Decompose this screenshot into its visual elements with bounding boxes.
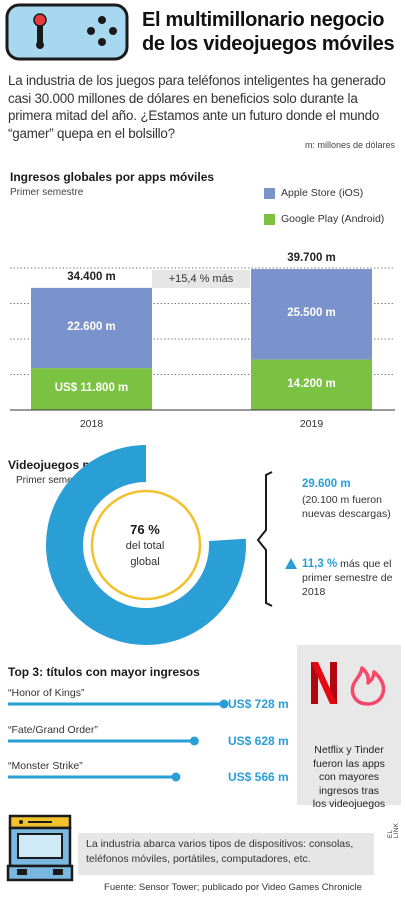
donut-slice-mobile-games (45, 445, 247, 645)
bar-total-label-2019: 39.700 m (287, 252, 336, 265)
top3-name-1: “Fate/Grand Order” (8, 724, 98, 736)
mobile-games-subtitle: Primer semestre, 2019 (16, 475, 118, 486)
top3-value-0: US$ 728 m (228, 697, 289, 711)
apps-note-line-2: fueron las apps (313, 757, 385, 770)
stat-revenue-note-1: (20.100 m fueron (302, 494, 382, 506)
apps-note-line-5: los videojuegos (312, 798, 386, 810)
legend-swatch-android (264, 214, 275, 225)
intro-text: La industria de los juegos para teléfono… (8, 73, 386, 141)
stat-growth-value: 11,3 % (302, 558, 338, 570)
revenue-bars (10, 269, 395, 411)
bar-android-2018 (31, 368, 152, 410)
stat-growth-text-3: 2018 (302, 586, 326, 598)
donut-text-line-1: del total (125, 540, 165, 552)
bar-android-label-2018: US$ 11.800 m (54, 382, 129, 395)
stat-revenue-note-2: nuevas descargas) (302, 508, 391, 520)
stats-bracket (256, 471, 273, 607)
bar-android-2019 (251, 359, 372, 410)
devices-note-box (78, 833, 374, 875)
legend-swatch-ios (264, 188, 275, 199)
bar-total-label-2018: 34.400 m (67, 270, 116, 283)
top3-value-2: US$ 566 m (228, 770, 289, 784)
unit-note: m: millones de dólares (304, 140, 395, 150)
top3-title: Top 3: títulos con mayor ingresos (8, 665, 200, 679)
tinder-flame-icon (350, 666, 386, 706)
legend-label-ios: Apple Store (iOS) (281, 187, 364, 199)
gamepad-icon (5, 3, 129, 61)
top3-name-2: “Monster Strike” (8, 760, 83, 772)
credit-logo: EL LINK (388, 822, 400, 838)
stat-growth-text-1: más que el (340, 558, 392, 570)
arcade-machine-icon (6, 814, 74, 882)
netflix-logo (311, 662, 337, 704)
apps-sidebox-text: Netflix y Tinder fueron las apps con may… (300, 744, 398, 812)
source-note: Fuente: Sensor Tower; publicado por Vide… (104, 882, 362, 893)
top3-name-0: “Honor of Kings” (8, 687, 85, 699)
revenue-chart-subtitle: Primer semestre (10, 187, 84, 198)
apps-note-line-4: ingresos tras (318, 784, 380, 797)
bar-ios-2019 (251, 269, 372, 360)
stat-growth-text-2: primer semestre de (302, 572, 393, 584)
bar-ios-label-2019: 25.500 m (287, 307, 336, 320)
bar-ios-2018 (31, 287, 152, 369)
bar-year-label-2018: 2018 (79, 418, 104, 430)
devices-note-text: La industria abarca varios tipos de disp… (86, 838, 354, 865)
page-title: El multimillonario negocio de los videoj… (142, 9, 395, 55)
donut-inner-ring (90, 489, 202, 601)
stat-revenue-value: 29.600 m (302, 478, 351, 490)
donut-text-line-2: global (130, 556, 160, 568)
bar-year-label-2019: 2019 (299, 418, 324, 430)
top3-dot-1 (189, 736, 199, 746)
up-triangle-icon (285, 558, 297, 569)
apps-note-line-1: Netflix y Tinder (314, 744, 384, 756)
apps-note-line-3: con mayores (318, 771, 380, 783)
top3-dot-0 (219, 699, 229, 709)
revenue-chart-title: Ingresos globales por apps móviles (10, 170, 215, 184)
top3-dot-2 (171, 772, 181, 782)
bar-android-label-2019: 14.200 m (287, 377, 336, 390)
donut-percent-label: 76 % (130, 522, 160, 537)
stat-growth-line-1: 11,3 % más que el (302, 558, 391, 572)
legend-label-android: Google Play (Android) (281, 213, 385, 225)
top3-value-1: US$ 628 m (228, 734, 289, 748)
bar-ios-label-2018: 22.600 m (67, 320, 116, 333)
growth-badge: +15,4 % más (152, 270, 250, 288)
